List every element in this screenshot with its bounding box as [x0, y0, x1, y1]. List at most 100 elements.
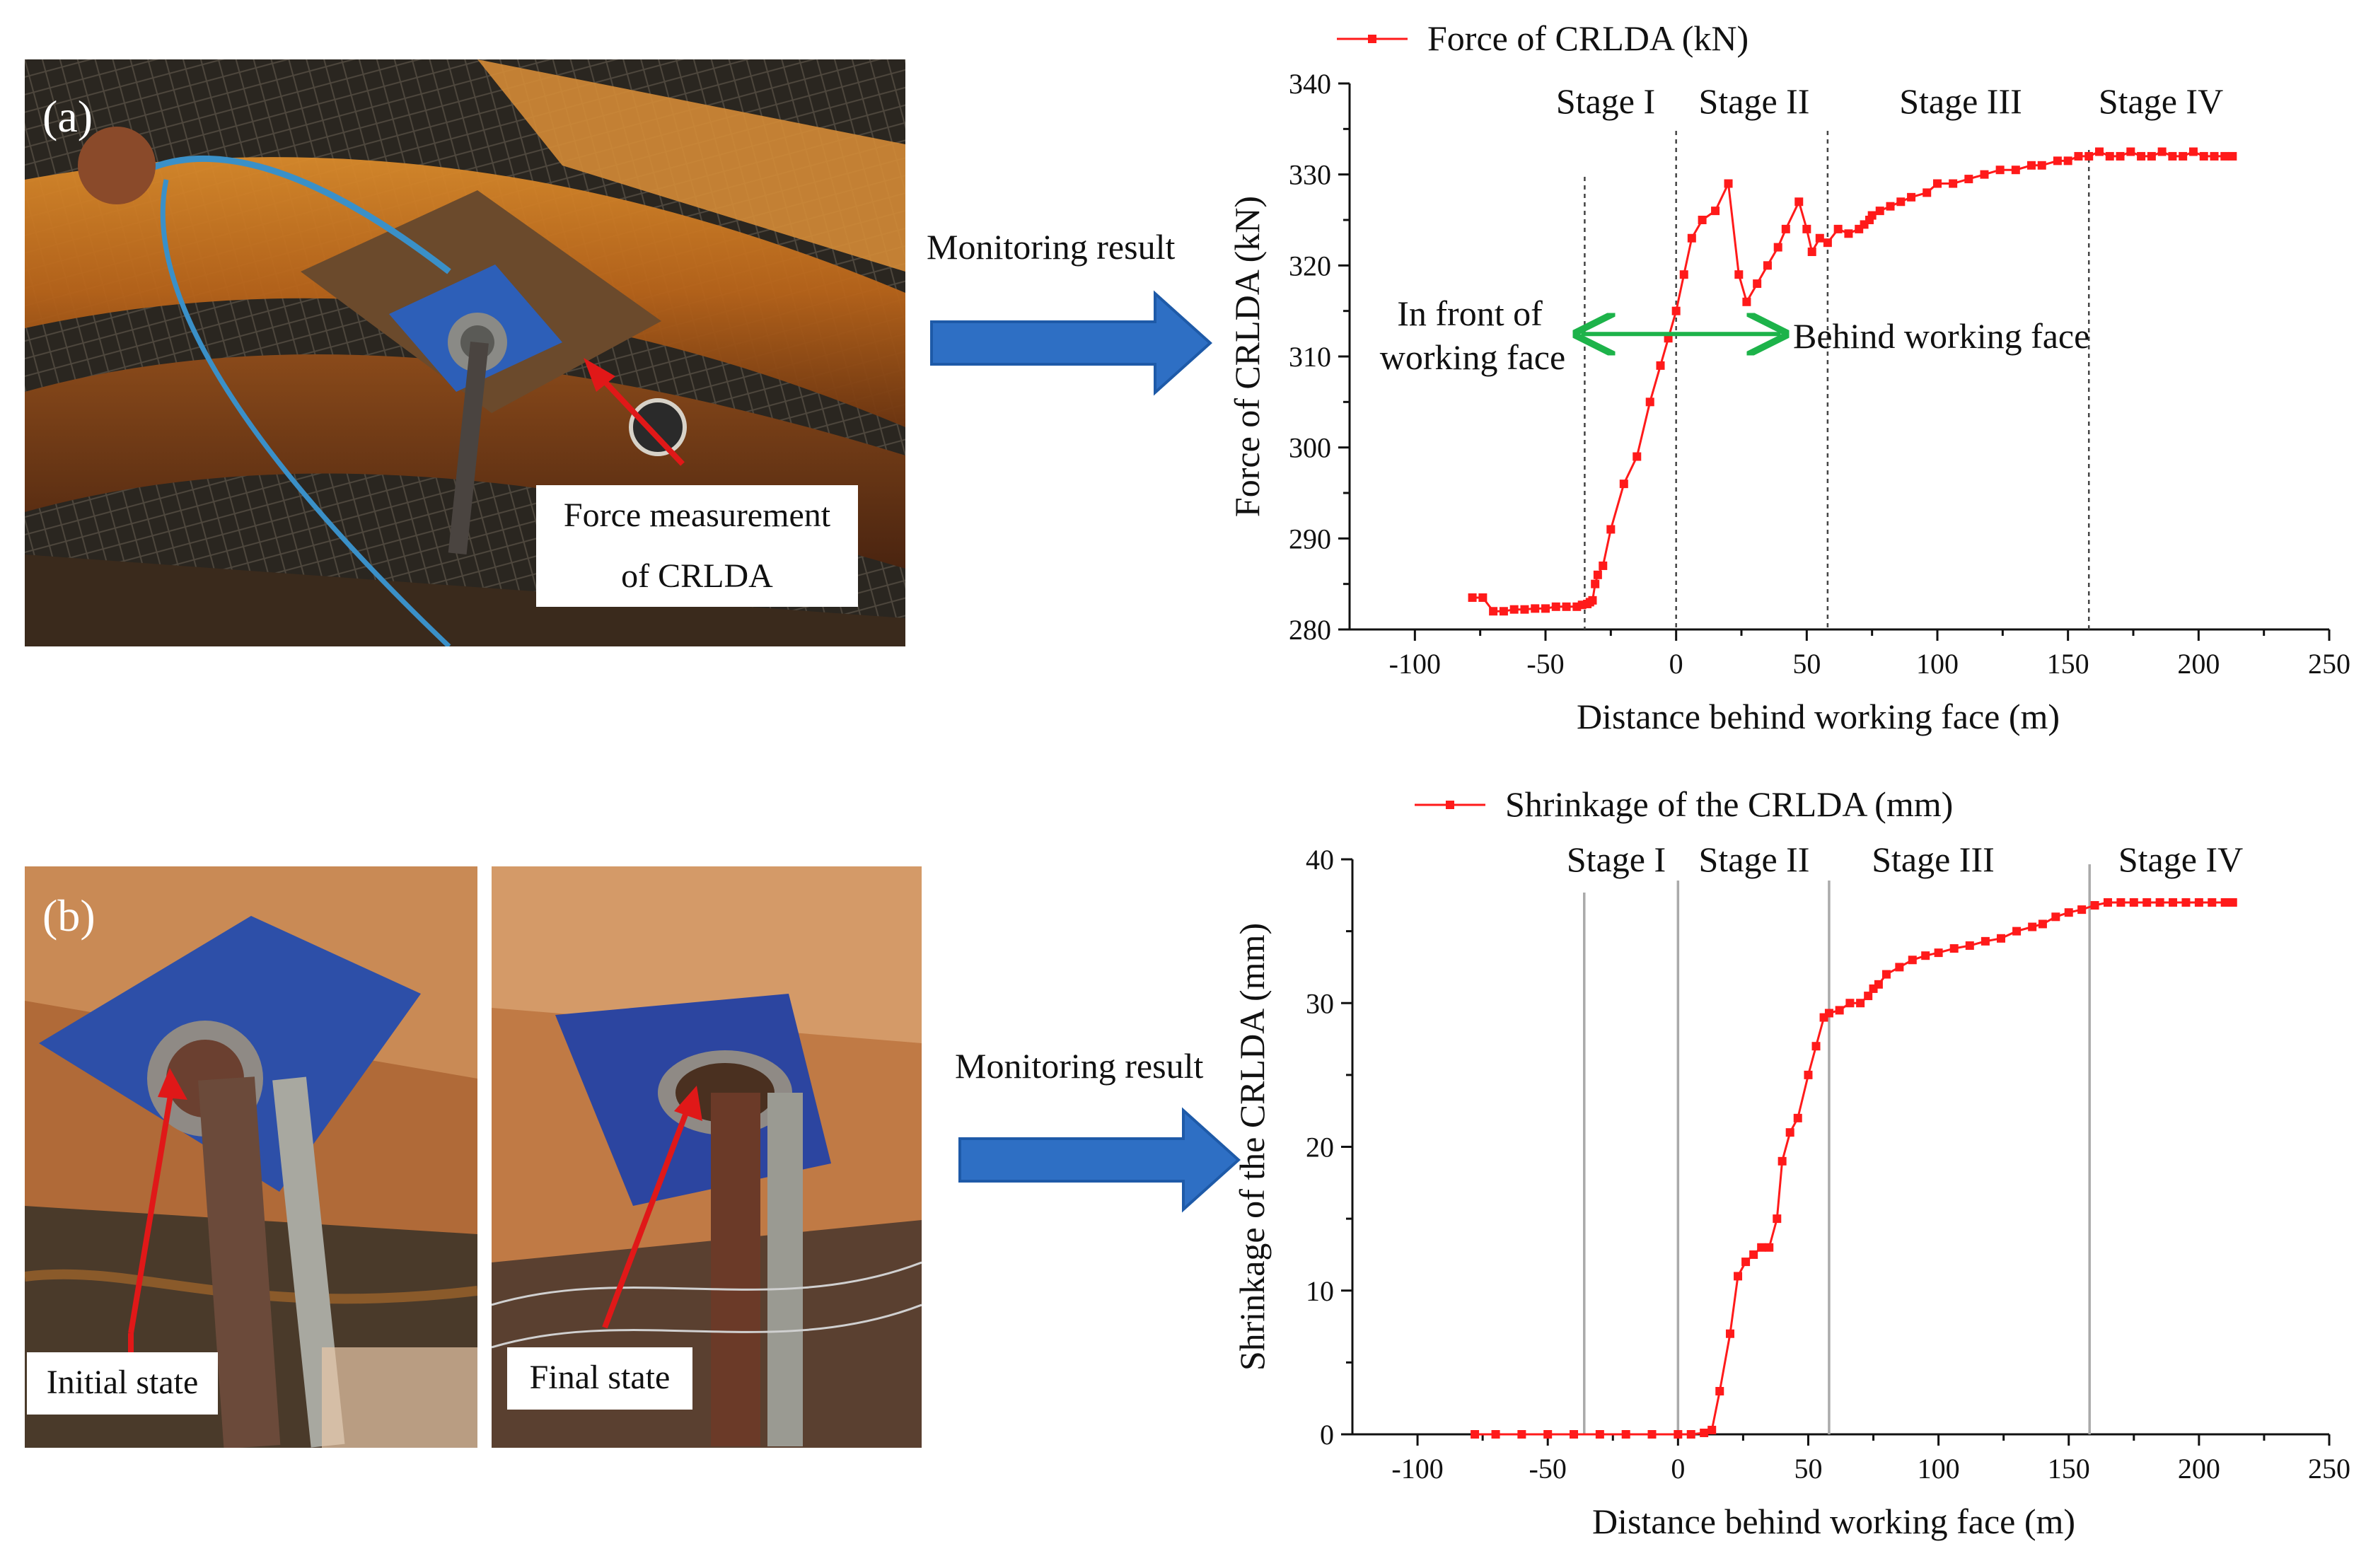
data-point [1785, 1128, 1794, 1137]
data-point [1520, 605, 1529, 614]
data-point [1517, 1430, 1526, 1439]
force-chart: -100 -50 0 50 100 150 200 250 280 290 300 310 320 330… [1227, 18, 2350, 736]
data-point [1980, 170, 1989, 179]
data-point [1541, 604, 1550, 613]
x-tick-label: 150 [2048, 1453, 2090, 1485]
data-point [1996, 934, 2005, 943]
callout-line-2: of CRLDA [621, 557, 773, 595]
data-point [2142, 898, 2152, 907]
data-point [1823, 238, 1832, 248]
y-tick-label: 280 [1289, 614, 1331, 646]
data-point [1864, 992, 1873, 1001]
data-point [2105, 151, 2114, 161]
data-point [2116, 151, 2125, 161]
initial-state-label: Initial state [27, 1352, 218, 1415]
monitoring-arrow-a [930, 290, 1212, 396]
photo-a-arrow-shaft [596, 372, 685, 466]
y-axis-label: Shrinkage of the CRLDA (mm) [1232, 923, 1272, 1371]
data-point [2169, 898, 2178, 907]
data-point [1896, 197, 1906, 207]
series-line [1472, 150, 2233, 612]
data-point [1742, 297, 1751, 306]
data-point [1886, 202, 1895, 211]
data-point [1509, 605, 1519, 614]
data-point [1793, 1113, 1802, 1122]
y-tick-label: 290 [1289, 523, 1331, 554]
data-point [1757, 1243, 1766, 1252]
monitoring-arrow-b [958, 1107, 1241, 1213]
data-point [1964, 175, 1973, 184]
panel-a-tag: (a) [42, 91, 93, 141]
data-point [2103, 898, 2112, 907]
y-tick-label: 30 [1306, 987, 1334, 1019]
data-point [2094, 147, 2104, 156]
data-point [1773, 243, 1782, 252]
y-tick-label: 20 [1306, 1132, 1334, 1163]
data-point [1949, 179, 1958, 188]
x-tick-label: 50 [1794, 1453, 1822, 1485]
annotation-behind: Behind working face [1793, 316, 2089, 356]
y-tick-label: 320 [1289, 250, 1331, 281]
legend-marker [1446, 801, 1454, 809]
data-point [1621, 1430, 1630, 1439]
legend-marker [1368, 35, 1376, 43]
x-tick-label: 200 [2177, 648, 2220, 680]
final-state-label: Final state [507, 1347, 692, 1410]
x-tick-label: -100 [1389, 648, 1441, 680]
data-point [1781, 224, 1790, 233]
data-point [1551, 602, 1560, 611]
data-point [2147, 151, 2156, 161]
x-tick-label: 100 [1916, 648, 1959, 680]
data-point [1923, 188, 1932, 197]
data-point [1804, 1070, 1813, 1079]
photo-final-state [492, 866, 922, 1448]
data-point [1725, 1329, 1734, 1338]
data-point [2028, 922, 2037, 931]
data-point [1881, 970, 1891, 979]
data-point [1965, 941, 1974, 950]
legend-label: Force of CRLDA (kN) [1427, 18, 1749, 58]
annotation-front-line-1: In front of [1397, 294, 1543, 333]
data-point [1711, 207, 1720, 216]
data-point [2210, 151, 2219, 161]
data-point [2179, 151, 2188, 161]
data-point [1856, 999, 1865, 1008]
photo-initial-state-drawing [25, 866, 477, 1448]
y-tick-label: 330 [1289, 159, 1331, 191]
data-point [2077, 905, 2087, 914]
data-point [1599, 561, 1608, 570]
data-point [1700, 1428, 1709, 1437]
x-tick-label: -50 [1526, 648, 1564, 680]
data-point [1867, 211, 1877, 220]
data-point [1807, 248, 1816, 257]
data-point [1499, 607, 1508, 616]
data-point [1562, 602, 1571, 611]
data-point [1570, 1430, 1579, 1439]
x-axis-label: Distance behind working face (m) [1592, 1502, 2075, 1541]
data-point [1934, 948, 1943, 958]
data-point [1908, 956, 1917, 965]
data-point [1715, 1387, 1724, 1396]
data-point [1811, 1042, 1821, 1051]
x-tick-label: 150 [2047, 648, 2089, 680]
data-point [1741, 1258, 1751, 1267]
data-point [2116, 898, 2126, 907]
data-point [1763, 261, 1772, 270]
data-point [2181, 898, 2191, 907]
callout-line-1: Force measurement [563, 496, 831, 534]
data-point [2228, 151, 2237, 161]
data-point [1815, 233, 1824, 243]
data-point [2208, 898, 2217, 907]
x-tick-label: -100 [1391, 1453, 1443, 1485]
data-point [2137, 151, 2146, 161]
data-point [1802, 224, 1811, 233]
panel-b-tag: (b) [42, 890, 95, 941]
monitoring-result-label-b: Monitoring result [955, 1046, 1204, 1086]
data-point [2084, 151, 2094, 161]
data-point [2064, 908, 2073, 917]
data-point [1794, 197, 1804, 207]
data-point [1588, 596, 1597, 605]
data-point [2011, 165, 2020, 175]
data-point [1478, 593, 1488, 602]
data-point [1734, 270, 1744, 279]
